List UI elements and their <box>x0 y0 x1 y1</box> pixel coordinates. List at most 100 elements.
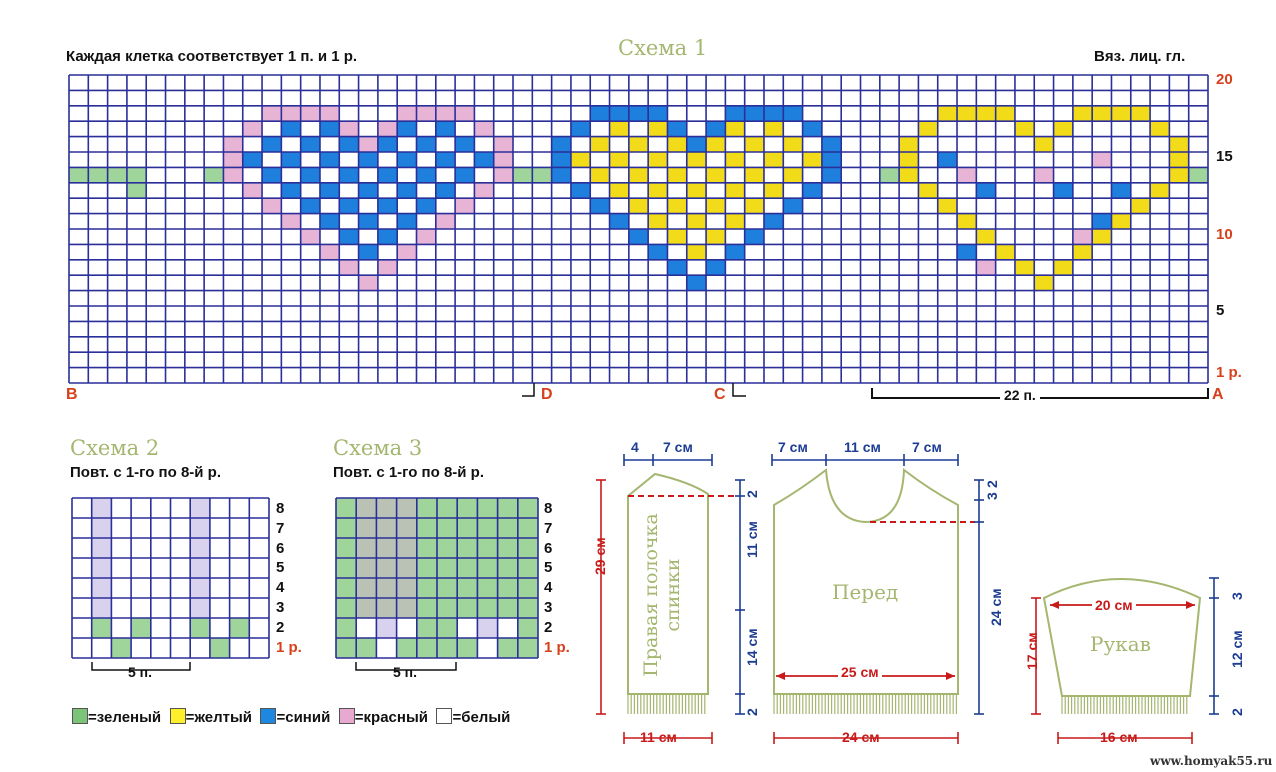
heart-outline-cell <box>1130 198 1151 214</box>
heart-outline-cell <box>725 244 745 260</box>
scheme3-row-label: 7 <box>544 519 553 537</box>
heart-fill-cell <box>262 121 282 137</box>
heart-fill-cell <box>358 229 378 245</box>
heart-fill-cell <box>319 198 340 214</box>
heart-fill-cell <box>262 136 282 152</box>
chart-cell <box>437 578 458 598</box>
arrow-c <box>732 383 746 397</box>
heart-fill-cell <box>570 152 591 168</box>
chart-cell <box>376 558 397 578</box>
heart-outline-cell <box>957 105 977 122</box>
chart-cell <box>91 598 112 618</box>
chart-cell <box>190 598 210 618</box>
chart-cell <box>91 618 112 638</box>
heart-fill-cell <box>281 198 301 214</box>
heart-fill-cell <box>319 182 340 199</box>
heart-outline-cell <box>319 105 340 122</box>
heart-accent-cell <box>1111 182 1131 199</box>
heart-fill-cell <box>1072 152 1093 168</box>
sleeve-right-dim-3: 2 <box>1229 708 1245 716</box>
heart-outline-cell <box>358 275 378 291</box>
chart-cell <box>356 498 377 518</box>
front-piece-outline <box>773 468 959 695</box>
heart-fill-cell <box>262 167 282 183</box>
heart-fill-cell <box>1130 182 1151 199</box>
heart-fill-cell <box>686 198 707 214</box>
heart-fill-cell <box>397 167 417 183</box>
heart-fill-cell <box>1150 136 1170 152</box>
heart-fill-cell <box>416 167 436 183</box>
garment-schematics <box>596 454 1219 744</box>
heart-fill-cell <box>319 229 340 245</box>
scheme2-title: Схема 2 <box>70 436 160 460</box>
heart-fill-cell <box>397 152 417 168</box>
heart-fill-cell <box>802 136 822 152</box>
heart-fill-cell <box>455 136 475 152</box>
chart-cell <box>437 618 458 638</box>
heart-fill-cell <box>744 152 764 168</box>
heart-outline-cell <box>493 136 514 152</box>
heart-outline-cell <box>339 121 359 137</box>
heart-outline-cell <box>706 259 726 276</box>
chart-cell <box>356 558 377 578</box>
swatch-green <box>72 708 88 724</box>
scheme1-chart-grid <box>68 74 1209 399</box>
legend-white: =белый <box>436 708 514 726</box>
heart-outline-cell <box>339 259 359 276</box>
arrowhead <box>1186 601 1195 609</box>
chart-cell <box>376 618 397 638</box>
sleeve-right-dim-2: 12 см <box>1229 630 1245 668</box>
chart-cell <box>336 598 357 618</box>
scheme2-row-label: 2 <box>276 618 285 636</box>
heart-outline-cell <box>377 259 398 276</box>
heart-fill-cell <box>377 152 398 168</box>
heart-fill-cell <box>628 121 649 137</box>
chart-cell <box>497 638 518 658</box>
heart-outline-cell <box>667 121 687 137</box>
swatch-red <box>338 708 355 724</box>
heart-fill-cell <box>957 121 977 137</box>
heart-fill-cell <box>300 213 320 229</box>
heart-fill-cell <box>609 167 629 183</box>
heart-fill-cell <box>339 213 359 229</box>
swatch-yellow <box>169 708 186 724</box>
chart-cell <box>477 558 498 578</box>
heart-fill-cell <box>358 213 378 229</box>
chart-cell <box>356 578 377 598</box>
heart-fill-cell <box>1034 259 1054 276</box>
heart-fill-cell <box>706 136 726 152</box>
heart-accent-cell <box>937 152 958 168</box>
heart-fill-cell <box>1072 198 1093 214</box>
chart-cell <box>517 618 538 638</box>
arrow-d <box>522 383 535 397</box>
heart-outline-cell <box>667 259 687 276</box>
heart-outline-cell <box>242 182 263 199</box>
scheme2-repeat-label: 5 п. <box>128 664 153 680</box>
watermark: www.homyak55.ru <box>1150 754 1273 768</box>
heart-fill-cell <box>339 182 359 199</box>
heart-fill-cell <box>435 136 456 152</box>
chart-cell <box>497 578 518 598</box>
chart-cell <box>376 498 397 518</box>
heart-fill-cell <box>455 152 475 168</box>
chart-cell <box>190 498 210 518</box>
heart-fill-cell <box>995 136 1015 152</box>
heart-accent-cell <box>976 182 996 199</box>
scheme2-row-label: 4 <box>276 579 285 597</box>
chart-cell <box>91 538 112 558</box>
heart-outline-cell <box>1014 259 1035 276</box>
heart-fill-cell <box>609 198 629 214</box>
heart-fill-cell <box>763 152 784 168</box>
chart-cell <box>497 538 518 558</box>
heart-fill-cell <box>802 152 822 168</box>
heart-fill-cell <box>1111 198 1131 214</box>
heart-outline-cell <box>783 198 803 214</box>
chart-cell <box>477 618 498 638</box>
scheme1-row-20: 20 <box>1216 71 1233 88</box>
heart-fill-cell <box>1014 136 1035 152</box>
heart-fill-cell <box>1014 167 1035 183</box>
heart-fill-cell <box>725 213 745 229</box>
chart-cell <box>396 518 417 538</box>
scheme2-row-label: 7 <box>276 519 285 537</box>
heart-outline-cell <box>281 105 301 122</box>
